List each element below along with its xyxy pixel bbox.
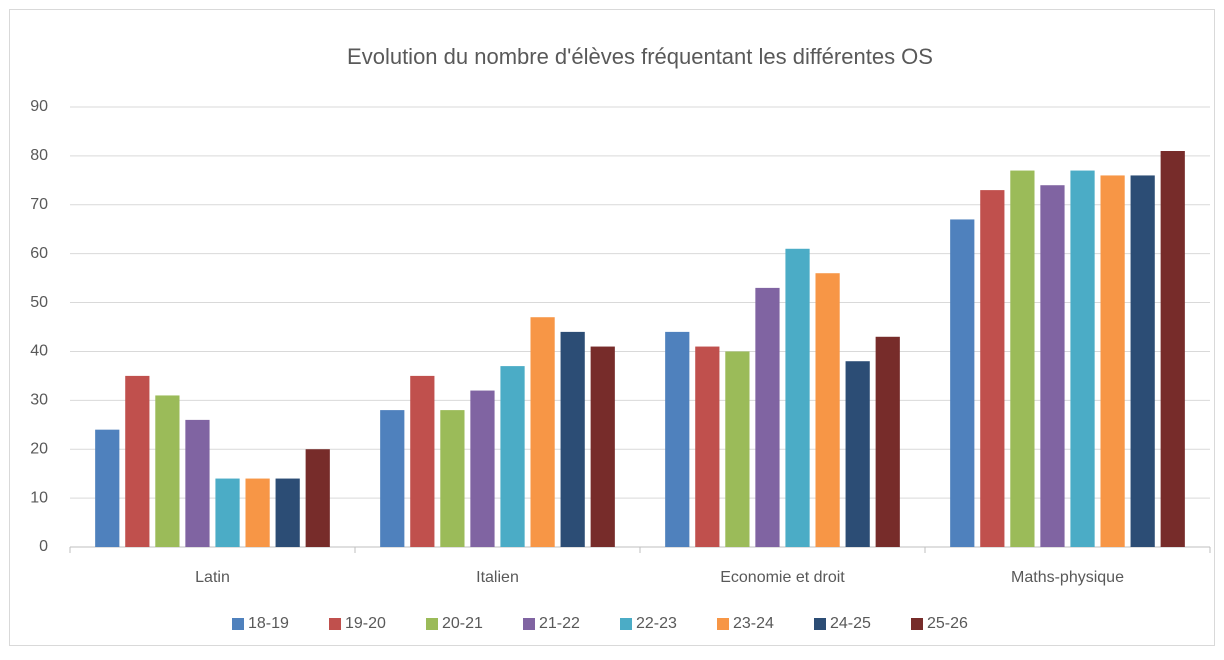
bar — [380, 410, 405, 547]
bar — [1010, 170, 1035, 548]
bar — [155, 395, 180, 547]
legend-swatch — [232, 618, 244, 630]
legend-label: 19-20 — [345, 615, 386, 632]
x-tick-label: Latin — [195, 569, 230, 586]
legend-swatch — [717, 618, 729, 630]
bar — [755, 287, 780, 547]
bar — [1070, 170, 1095, 548]
bar — [560, 331, 585, 547]
bar — [845, 361, 870, 547]
x-tick-label: Italien — [476, 569, 519, 586]
bar — [815, 273, 840, 547]
legend-label: 21-22 — [539, 615, 580, 632]
bar — [275, 478, 300, 547]
y-tick-label: 30 — [30, 392, 48, 409]
bar — [95, 429, 120, 547]
legend-label: 18-19 — [248, 615, 289, 632]
bar — [950, 219, 975, 547]
y-tick-label: 50 — [30, 294, 48, 311]
bar — [215, 478, 240, 547]
bar — [725, 351, 750, 547]
bar — [125, 375, 150, 547]
bar — [875, 336, 900, 547]
y-tick-label: 0 — [39, 538, 48, 555]
legend-swatch — [426, 618, 438, 630]
y-tick-label: 70 — [30, 196, 48, 213]
bar — [410, 375, 435, 547]
legend-label: 24-25 — [830, 615, 871, 632]
bar — [1040, 185, 1065, 547]
bar — [590, 346, 615, 547]
y-tick-label: 90 — [30, 98, 48, 115]
bar — [695, 346, 720, 547]
bar — [1100, 175, 1125, 547]
bar — [245, 478, 270, 547]
legend-label: 23-24 — [733, 615, 774, 632]
legend-swatch — [911, 618, 923, 630]
legend-swatch — [523, 618, 535, 630]
legend-label: 20-21 — [442, 615, 483, 632]
chart-title: Evolution du nombre d'élèves fréquentant… — [347, 44, 933, 69]
bar — [530, 317, 555, 547]
bar — [440, 410, 465, 547]
y-tick-label: 80 — [30, 147, 48, 164]
bar — [470, 390, 495, 547]
x-tick-label: Maths-physique — [1011, 569, 1124, 586]
y-tick-label: 60 — [30, 245, 48, 262]
legend-swatch — [620, 618, 632, 630]
bar — [305, 449, 330, 547]
x-tick-label: Economie et droit — [720, 569, 845, 586]
bar — [500, 366, 525, 547]
y-tick-label: 10 — [30, 489, 48, 506]
legend-swatch — [814, 618, 826, 630]
legend-swatch — [329, 618, 341, 630]
bar — [185, 419, 210, 547]
legend-label: 25-26 — [927, 615, 968, 632]
bar — [1160, 151, 1185, 547]
bar — [785, 248, 810, 547]
y-tick-label: 40 — [30, 343, 48, 360]
bar — [1130, 175, 1155, 547]
legend-label: 22-23 — [636, 615, 677, 632]
bar — [980, 190, 1005, 547]
bar — [665, 331, 690, 547]
y-tick-label: 20 — [30, 440, 48, 457]
